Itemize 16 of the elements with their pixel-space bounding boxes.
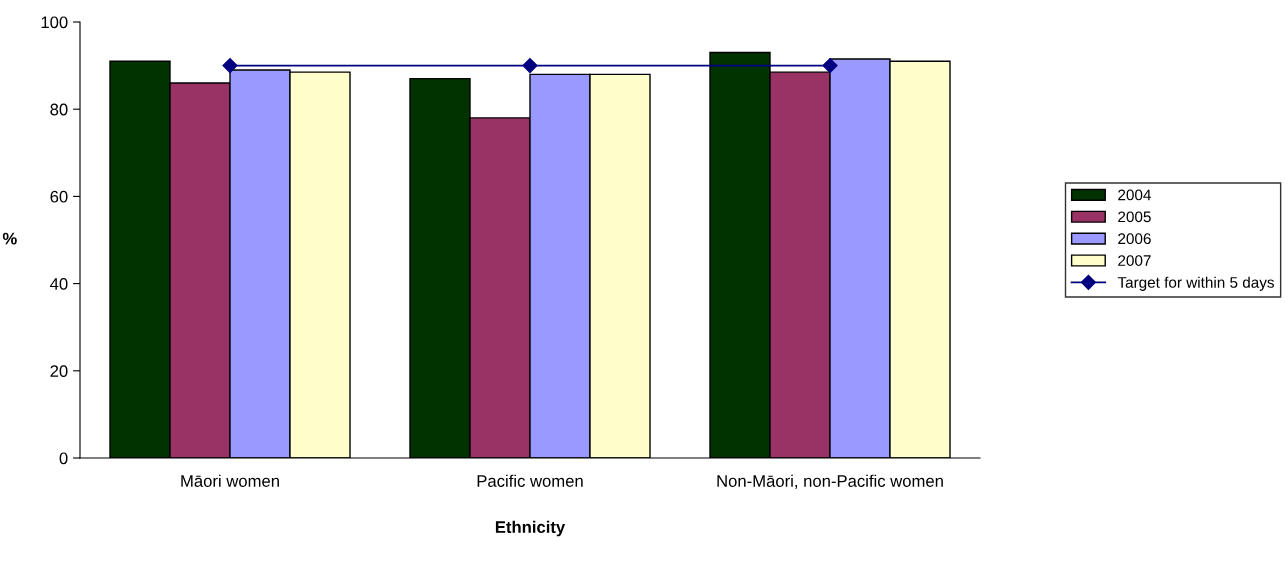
legend-label: 2004 bbox=[1118, 189, 1151, 201]
x-axis-title: Ethnicity bbox=[495, 520, 566, 537]
legend-label: 2005 bbox=[1118, 211, 1151, 223]
y-tick-label: 80 bbox=[50, 103, 68, 116]
x-tick-label: Māori women bbox=[181, 474, 279, 487]
y-tick-label: 20 bbox=[50, 365, 68, 377]
legend-label: Target for within 5 days bbox=[1117, 276, 1274, 291]
y-tick-label: 40 bbox=[50, 278, 68, 290]
legend-label: 2006 bbox=[1118, 233, 1151, 245]
y-tick-label: 100 bbox=[41, 16, 68, 29]
x-tick-label: Non-Māori, non-Pacific women bbox=[717, 474, 943, 489]
y-tick-label: 60 bbox=[50, 190, 68, 203]
y-tick-label: 0 bbox=[59, 452, 68, 465]
y-axis-title: % bbox=[2, 232, 17, 245]
legend-label: 2007 bbox=[1118, 255, 1151, 266]
x-tick-label: Pacific women bbox=[477, 474, 583, 487]
